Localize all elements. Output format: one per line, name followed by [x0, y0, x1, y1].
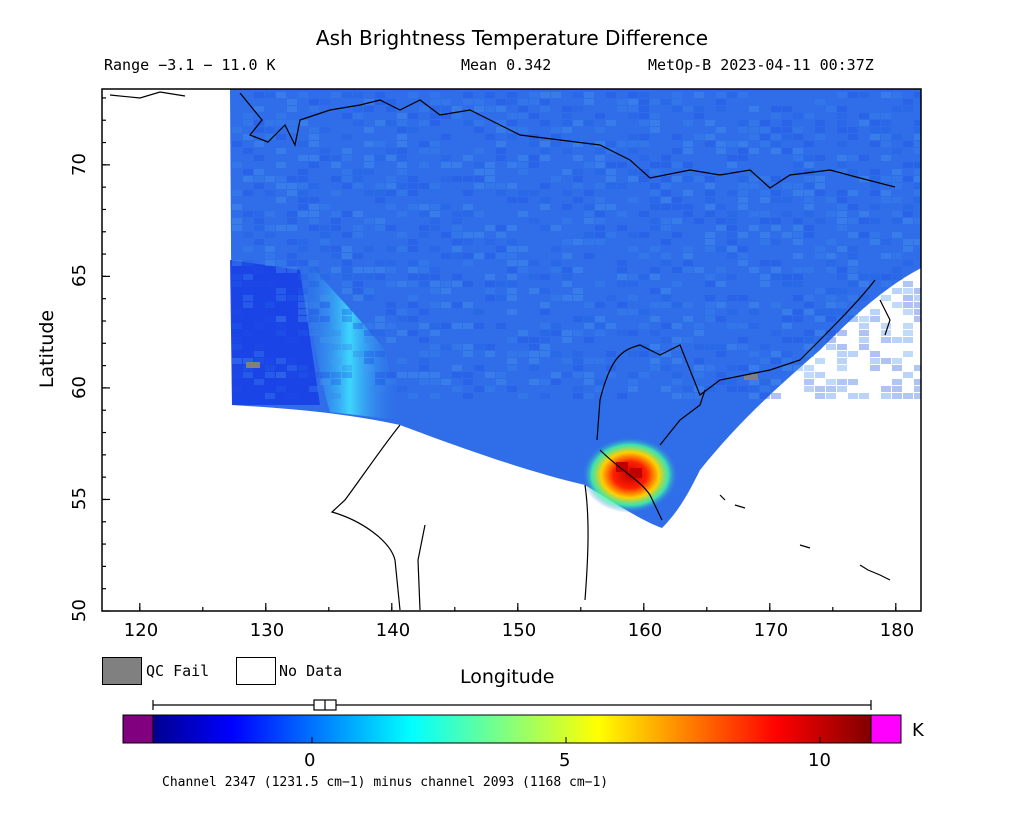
y-axis-title: Latitude [36, 309, 59, 389]
x-tick-label: 150 [501, 620, 537, 641]
colorbar-under [122, 714, 154, 744]
chart-title: Ash Brightness Temperature Difference [315, 26, 709, 50]
no-data-swatch [236, 657, 276, 685]
ash-peak [616, 462, 628, 472]
satellite-time-label: MetOp-B 2023-04-11 00:37Z [648, 56, 874, 74]
no-data-label: No Data [279, 662, 343, 680]
y-tick-label: 50 [68, 599, 90, 622]
swath-west-strip [230, 260, 320, 405]
swath-texture [232, 92, 921, 399]
colorbar-over [870, 714, 902, 744]
x-tick-label: 140 [375, 620, 411, 641]
x-tick-label: 170 [753, 620, 789, 641]
qc-fail-label: QC Fail [146, 662, 210, 680]
coastlines [109, 91, 896, 611]
y-tick-label: 55 [68, 487, 90, 511]
qc-fail-pixel [246, 362, 260, 368]
y-tick-label: 60 [68, 375, 90, 399]
y-tick-label: 65 [68, 264, 90, 288]
plot-frame [101, 88, 922, 612]
qc-fail-pixel [744, 374, 758, 380]
colorbar-tick-5: 5 [559, 750, 571, 771]
range-label: Range −3.1 − 11.0 K [104, 56, 276, 74]
channel-footnote: Channel 2347 (1231.5 cm−1) minus channel… [162, 775, 609, 790]
colorbar-ticks [311, 737, 821, 743]
colorbar-gradient [152, 714, 872, 744]
axis-ticks [102, 97, 897, 612]
mean-label: Mean 0.342 [461, 56, 552, 74]
ash-peak-2 [630, 468, 642, 478]
colorbar-unit: K [912, 720, 924, 741]
x-axis-title: Longitude [460, 666, 555, 688]
qc-fail-swatch [102, 657, 142, 685]
y-tick-label: 70 [68, 152, 90, 176]
x-tick-label: 120 [123, 620, 159, 641]
swath-cyan-band [300, 250, 400, 420]
x-tick-label: 180 [879, 620, 915, 641]
x-tick-label: 160 [627, 620, 663, 641]
x-tick-label: 130 [249, 620, 285, 641]
swath-region [230, 89, 921, 528]
colorbar-tick-0: 0 [304, 750, 316, 771]
colorbar-tick-10: 10 [808, 750, 831, 771]
